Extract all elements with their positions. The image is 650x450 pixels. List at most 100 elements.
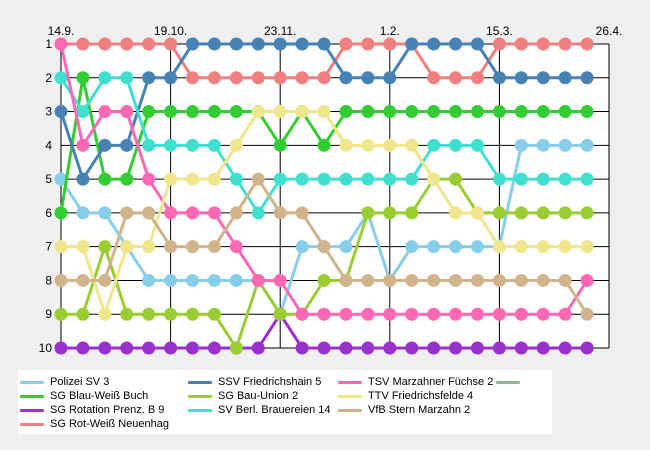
y-tick-label: 9	[45, 307, 52, 321]
data-point	[142, 240, 156, 254]
data-point	[339, 273, 353, 287]
data-point	[164, 71, 178, 85]
data-point	[536, 71, 550, 85]
data-point	[470, 240, 484, 254]
data-point	[580, 341, 594, 355]
y-tick-label: 2	[45, 71, 52, 85]
data-point	[229, 138, 243, 152]
tick-labels: 1 2 3 4 5 6 7 8 9 10 14.9. 19.10. 23.11. 1.2. 15.3. 26.…	[39, 24, 623, 355]
data-point	[361, 206, 375, 220]
data-point	[295, 341, 309, 355]
data-point	[186, 206, 200, 220]
data-point	[361, 138, 375, 152]
data-point	[186, 105, 200, 119]
data-point	[470, 273, 484, 287]
data-point	[98, 273, 112, 287]
data-point	[405, 105, 419, 119]
data-point	[361, 37, 375, 51]
data-point	[580, 138, 594, 152]
data-point	[251, 37, 265, 51]
y-tick-label: 6	[45, 206, 52, 220]
legend-label: TTV Friedrichsfelde 4	[368, 390, 474, 402]
data-point	[207, 138, 221, 152]
data-point	[273, 71, 287, 85]
data-point	[273, 172, 287, 186]
y-tick-label: 4	[45, 138, 52, 152]
data-point	[120, 105, 134, 119]
data-point	[361, 71, 375, 85]
data-point	[383, 307, 397, 321]
legend-swatch	[20, 380, 44, 384]
x-tick-label: 19.10.	[154, 24, 187, 38]
data-point	[164, 307, 178, 321]
data-point	[536, 206, 550, 220]
data-point	[536, 172, 550, 186]
data-point	[449, 138, 463, 152]
data-point	[361, 307, 375, 321]
data-point	[295, 307, 309, 321]
data-point	[580, 37, 594, 51]
data-point	[405, 240, 419, 254]
data-point	[536, 273, 550, 287]
data-point	[251, 71, 265, 85]
data-point	[229, 71, 243, 85]
data-point	[405, 172, 419, 186]
legend-swatch	[496, 380, 520, 384]
data-point	[186, 71, 200, 85]
data-point	[54, 105, 68, 119]
series-2	[54, 307, 594, 355]
data-point	[558, 138, 572, 152]
legend-label: Polizei SV 3	[50, 376, 110, 388]
data-point	[514, 240, 528, 254]
x-tick-label: 1.2.	[380, 24, 400, 38]
data-point	[449, 37, 463, 51]
data-point	[536, 240, 550, 254]
data-point	[536, 105, 550, 119]
data-point	[142, 341, 156, 355]
data-point	[98, 240, 112, 254]
legend-swatch	[20, 408, 44, 412]
data-point	[295, 37, 309, 51]
data-point	[317, 307, 331, 321]
legend-label: SSV Friedrichshain 5	[218, 376, 322, 388]
y-tick-label: 5	[45, 172, 52, 186]
data-point	[427, 341, 441, 355]
data-point	[339, 138, 353, 152]
data-point	[427, 37, 441, 51]
data-point	[492, 37, 506, 51]
data-point	[98, 341, 112, 355]
data-point	[449, 206, 463, 220]
data-point	[383, 172, 397, 186]
data-point	[207, 341, 221, 355]
data-point	[339, 105, 353, 119]
legend-label: TSV Marzahner Füchse 2	[368, 376, 494, 388]
data-point	[317, 37, 331, 51]
data-point	[492, 105, 506, 119]
legend-swatch	[188, 380, 212, 384]
data-point	[492, 273, 506, 287]
plot-area-background	[61, 44, 609, 348]
x-tick-label: 15.3.	[486, 24, 513, 38]
data-point	[427, 273, 441, 287]
data-point	[164, 37, 178, 51]
data-point	[383, 206, 397, 220]
data-point	[405, 273, 419, 287]
data-point	[251, 105, 265, 119]
data-point	[54, 37, 68, 51]
data-point	[580, 206, 594, 220]
data-point	[251, 341, 265, 355]
data-point	[339, 37, 353, 51]
data-point	[558, 307, 572, 321]
data-point	[120, 172, 134, 186]
data-point	[558, 105, 572, 119]
data-point	[273, 307, 287, 321]
data-point	[536, 138, 550, 152]
data-point	[514, 71, 528, 85]
data-point	[514, 105, 528, 119]
y-tick-label: 1	[45, 37, 52, 51]
legend-item: SG Rotation Prenz. B 9	[20, 402, 164, 418]
x-tick-label: 23.11.	[264, 24, 296, 38]
data-point	[470, 105, 484, 119]
data-point	[207, 71, 221, 85]
data-point	[558, 206, 572, 220]
